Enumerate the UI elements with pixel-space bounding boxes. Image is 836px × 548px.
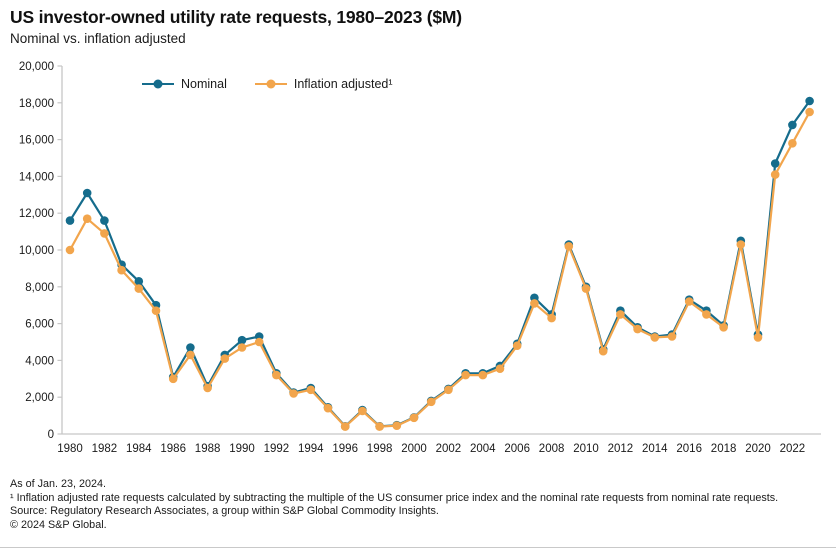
footnote: ¹ Inflation adjusted rate requests calcu… <box>10 491 779 504</box>
svg-text:2000: 2000 <box>401 443 427 455</box>
svg-text:1982: 1982 <box>92 443 118 455</box>
svg-text:1988: 1988 <box>195 443 221 455</box>
series-nominal <box>65 96 814 431</box>
svg-text:1990: 1990 <box>229 443 255 455</box>
svg-text:1998: 1998 <box>367 443 393 455</box>
svg-text:4,000: 4,000 <box>25 355 54 367</box>
svg-text:6,000: 6,000 <box>25 319 54 331</box>
series-inflation-adjusted <box>65 107 814 431</box>
svg-text:2012: 2012 <box>608 443 634 455</box>
svg-text:2020: 2020 <box>745 443 771 455</box>
legend-item-nominal: Nominal <box>142 77 227 91</box>
svg-text:16,000: 16,000 <box>19 135 54 147</box>
svg-text:1996: 1996 <box>332 443 358 455</box>
svg-text:2002: 2002 <box>436 443 462 455</box>
svg-text:14,000: 14,000 <box>19 171 54 183</box>
svg-text:2022: 2022 <box>780 443 806 455</box>
svg-text:2016: 2016 <box>676 443 702 455</box>
source-line: Source: Regulatory Research Associates, … <box>10 505 439 518</box>
legend-item-inflation-adjusted: Inflation adjusted¹ <box>254 77 393 91</box>
copyright-line: © 2024 S&P Global. <box>10 518 107 531</box>
svg-text:1984: 1984 <box>126 443 152 455</box>
svg-text:1980: 1980 <box>57 443 83 455</box>
chart-footer: As of Jan. 23, 2024. ¹ Inflation adjuste… <box>10 478 778 532</box>
svg-text:1992: 1992 <box>264 443 290 455</box>
svg-text:1994: 1994 <box>298 443 324 455</box>
page-subtitle: Nominal vs. inflation adjusted <box>10 31 186 46</box>
svg-text:2,000: 2,000 <box>25 392 54 404</box>
svg-text:18,000: 18,000 <box>19 98 54 110</box>
svg-text:2018: 2018 <box>711 443 737 455</box>
inflation-adjusted-series-swatch-icon <box>254 79 287 89</box>
x-axis-labels: 1980 1982 1984 1986 1988 1990 1992 1994 1996 1998… <box>57 443 805 455</box>
svg-text:2006: 2006 <box>504 443 530 455</box>
svg-text:20,000: 20,000 <box>19 61 54 73</box>
legend-label-nominal: Nominal <box>181 77 227 91</box>
svg-text:10,000: 10,000 <box>19 245 54 257</box>
svg-text:2004: 2004 <box>470 443 496 455</box>
nominal-series-swatch-icon <box>142 79 174 89</box>
svg-text:2010: 2010 <box>573 443 599 455</box>
svg-text:8,000: 8,000 <box>25 282 54 294</box>
y-axis-labels: 0 2,000 4,000 6,000 8,000 10,000 12,000 14,000 1… <box>19 61 62 441</box>
page-title: US investor-owned utility rate requests,… <box>10 7 462 27</box>
svg-text:2014: 2014 <box>642 443 668 455</box>
as-of-date: As of Jan. 23, 2024. <box>10 478 107 490</box>
svg-text:1986: 1986 <box>160 443 186 455</box>
legend-label-inflation-adjusted: Inflation adjusted¹ <box>293 77 393 91</box>
svg-text:2008: 2008 <box>539 443 565 455</box>
svg-text:12,000: 12,000 <box>19 208 54 220</box>
svg-text:0: 0 <box>48 429 54 441</box>
legend: Nominal Inflation adjusted¹ <box>142 77 393 91</box>
